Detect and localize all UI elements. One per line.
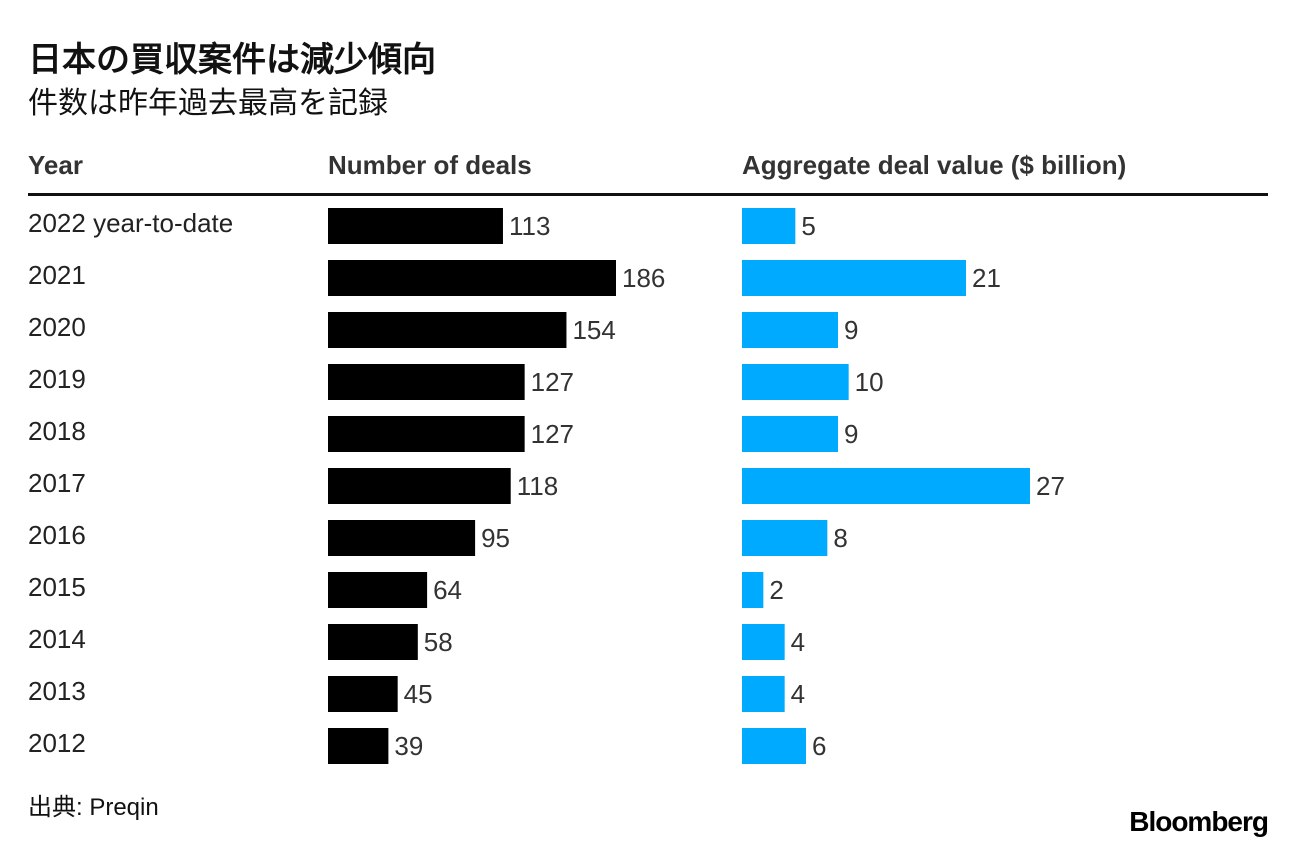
deals-column-header: Number of deals: [328, 150, 532, 180]
year-label: 2015: [28, 572, 86, 602]
value-label: 2: [769, 575, 783, 605]
value-label: 9: [844, 315, 858, 345]
deals-bar: [328, 364, 525, 400]
value-label: 4: [791, 627, 805, 657]
year-column-header: Year: [28, 150, 83, 180]
year-label: 2017: [28, 468, 86, 498]
year-label: 2020: [28, 312, 86, 342]
value-bar: [742, 728, 806, 764]
bloomberg-logo: Bloomberg: [1129, 806, 1269, 837]
deals-bar: [328, 520, 476, 556]
value-label: 8: [833, 523, 847, 553]
value-bar: [742, 468, 1030, 504]
value-bar: [742, 260, 966, 296]
year-label: 2013: [28, 676, 86, 706]
value-label: 21: [972, 263, 1001, 293]
value-label: 5: [801, 211, 815, 241]
deals-bar: [328, 676, 398, 712]
deals-bar: [328, 624, 418, 660]
deals-value-label: 118: [517, 471, 558, 501]
chart-title: 日本の買収案件は減少傾向: [28, 41, 436, 79]
deals-bar: [328, 468, 511, 504]
deals-value-label: 127: [531, 367, 574, 397]
deals-bar: [328, 728, 389, 764]
value-label: 10: [855, 367, 884, 397]
value-bar: [742, 676, 785, 712]
header-rule: [28, 193, 1268, 196]
year-label: 2014: [28, 624, 86, 654]
deals-value-label: 127: [531, 419, 574, 449]
deals-value-label: 58: [424, 627, 453, 657]
deals-value-label: 39: [394, 731, 423, 761]
value-column-header: Aggregate deal value ($ billion): [742, 150, 1127, 180]
deals-bar: [328, 260, 616, 296]
chart-subtitle: 件数は昨年過去最高を記録: [28, 87, 388, 120]
year-label: 2019: [28, 364, 86, 394]
value-bar: [742, 312, 838, 348]
value-label: 4: [791, 679, 805, 709]
value-bar: [742, 624, 785, 660]
year-label: 2022 year-to-date: [28, 208, 233, 238]
value-label: 9: [844, 419, 858, 449]
source-note: 出典: Preqin: [28, 794, 159, 821]
deals-bar: [328, 208, 503, 244]
year-label: 2012: [28, 728, 86, 758]
deals-bar: [328, 572, 428, 608]
value-bar: [742, 572, 764, 608]
value-bar: [742, 208, 796, 244]
value-label: 27: [1036, 471, 1065, 501]
year-label: 2021: [28, 260, 86, 290]
deals-bar: [328, 416, 525, 452]
value-bar: [742, 416, 838, 452]
value-bar: [742, 520, 828, 556]
deals-value-label: 154: [572, 315, 615, 345]
deals-bar: [328, 312, 567, 348]
deals-value-label: 45: [404, 679, 433, 709]
value-label: 6: [812, 731, 826, 761]
deals-value-label: 95: [481, 523, 510, 553]
deals-value-label: 64: [433, 575, 462, 605]
year-label: 2016: [28, 520, 86, 550]
year-label: 2018: [28, 416, 86, 446]
deals-value-label: 113: [509, 211, 550, 241]
deals-value-label: 186: [622, 263, 665, 293]
value-bar: [742, 364, 849, 400]
